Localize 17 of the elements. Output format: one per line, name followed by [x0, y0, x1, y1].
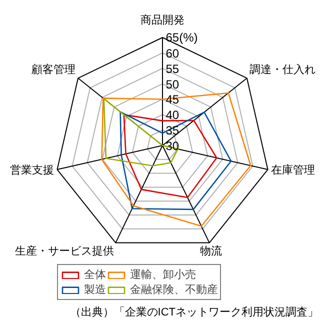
spoke-label: 在庫管理	[270, 163, 315, 176]
y-tick-label: 65(%)	[166, 30, 198, 44]
legend-label: 金融保険、不動産	[130, 282, 218, 297]
spoke-label: 商品開発	[140, 14, 184, 27]
legend-label: 製造	[84, 283, 106, 297]
legend-label: 運輸、卸小売	[130, 268, 196, 282]
y-tick-label: 60	[166, 46, 180, 60]
spoke-label: 物流	[200, 244, 222, 258]
y-tick-label: 40	[166, 108, 180, 122]
legend-label: 全体	[84, 268, 106, 282]
y-tick-label: 55	[166, 62, 180, 76]
spoke-label: 営業支援	[10, 163, 54, 176]
spoke-label: 調達・仕入れ	[249, 63, 316, 76]
spoke-label: 顧客管理	[32, 63, 76, 76]
spoke-label: 生産・サービス提供	[15, 244, 114, 258]
text: （出典）「企業のICTネットワーク利用状況調査」	[70, 306, 319, 318]
y-tick-label: 50	[166, 77, 180, 92]
